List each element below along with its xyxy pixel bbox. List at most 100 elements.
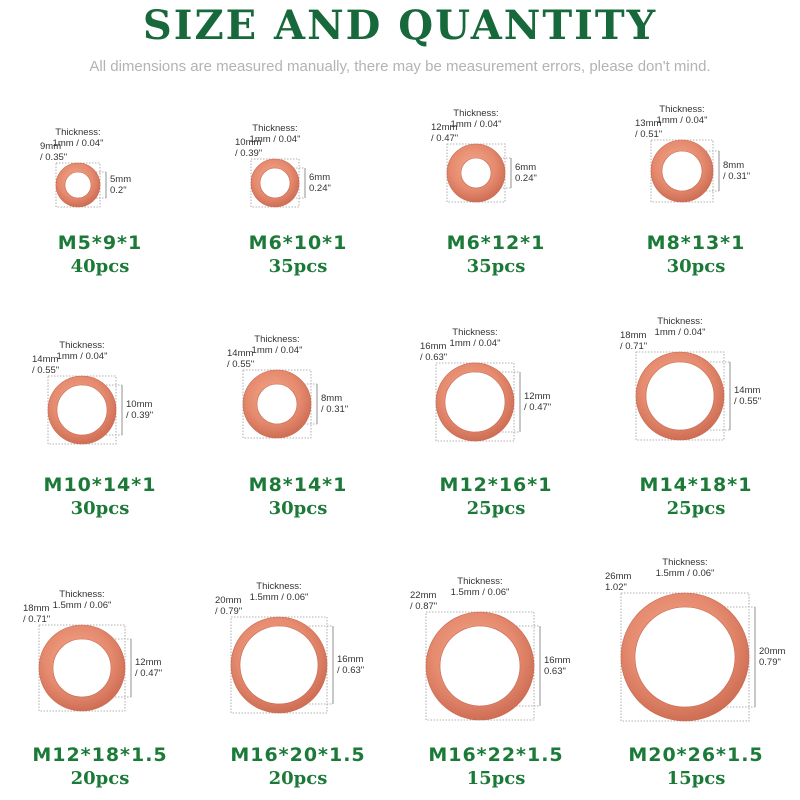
thickness-value: 1mm / 0.04" <box>249 134 301 145</box>
washer-diagram <box>620 592 756 722</box>
outer-diameter-mm: 14mm <box>32 354 59 365</box>
outer-diameter-mm: 13mm <box>635 118 662 129</box>
washer-diagram <box>250 158 306 208</box>
washer-model: M10*14*1 <box>43 474 157 496</box>
outer-diameter-inch: / 0.51" <box>635 129 663 140</box>
thickness-label: Thickness: <box>256 581 302 592</box>
thickness-value: 1mm / 0.04" <box>56 351 108 362</box>
thickness-label: Thickness: <box>59 340 105 351</box>
copper-washer-ring <box>650 139 714 203</box>
washer-model: M16*20*1.5 <box>230 744 366 766</box>
washer-card: Thickness: 1mm / 0.04" 18mm/ 0.71" 14mm/ 0.… <box>596 312 796 552</box>
washer-model: M20*26*1.5 <box>628 744 764 766</box>
inner-diameter-inch: 0.24" <box>515 173 537 184</box>
thickness-label: Thickness: <box>659 104 705 115</box>
outer-diameter-mm: 9mm <box>40 141 62 152</box>
inner-diameter-mm: 10mm <box>126 399 153 410</box>
thickness-value: 1mm / 0.04" <box>251 345 303 356</box>
copper-washer-ring <box>230 616 328 714</box>
washer-model: M16*22*1.5 <box>428 744 564 766</box>
thickness-label: Thickness: <box>457 576 503 587</box>
washer-card: Thickness: 1mm / 0.04" 16mm/ 0.63" 12mm/ 0.… <box>396 312 596 552</box>
thickness-value: 1mm / 0.04" <box>656 115 708 126</box>
thickness-value: 1mm / 0.04" <box>449 338 501 349</box>
page-subtitle: All dimensions are measured manually, th… <box>89 58 711 75</box>
washer-quantity: 20pcs <box>268 768 328 789</box>
outer-diameter-inch: / 0.55" <box>227 359 255 370</box>
washer-card: Thickness: 1.5mm / 0.06" 26mm 1.02" 20mm 0.79… <box>596 530 796 789</box>
washer-card: Thickness: 1mm / 0.04" 12mm/ 0.47" 6mm 0.24"… <box>396 90 596 330</box>
washer-quantity: 25pcs <box>666 498 726 519</box>
inner-diameter-mm: 5mm <box>110 174 132 185</box>
washer-diagram <box>446 143 512 203</box>
washer-diagram <box>38 624 132 712</box>
inner-diameter-inch: / 0.47" <box>135 668 163 679</box>
outer-diameter-inch: / 0.39" <box>235 148 263 159</box>
washer-diagram <box>230 616 334 714</box>
inner-diameter-mm: 16mm <box>337 654 364 665</box>
washer-model: M12*18*1.5 <box>32 744 168 766</box>
outer-diameter-mm: 22mm <box>410 590 437 601</box>
inner-diameter-mm: 12mm <box>524 391 551 402</box>
inner-diameter-mm: 12mm <box>135 657 162 668</box>
thickness-label: Thickness: <box>252 123 298 134</box>
outer-diameter-inch: / 0.47" <box>431 133 459 144</box>
outer-diameter-inch: / 0.79" <box>215 606 243 617</box>
copper-washer-ring <box>425 611 535 721</box>
thickness-value: 1.5mm / 0.06" <box>52 600 112 611</box>
copper-washer-ring <box>435 362 515 442</box>
washer-quantity: 15pcs <box>666 768 726 789</box>
inner-diameter-inch: 0.2" <box>110 185 127 196</box>
washer-diagram <box>650 139 720 203</box>
washer-quantity: 35pcs <box>268 256 328 277</box>
thickness-label: Thickness: <box>55 127 101 138</box>
inner-diameter-mm: 6mm <box>309 172 331 183</box>
inner-diameter-inch: / 0.31" <box>723 171 751 182</box>
washer-model: M14*18*1 <box>639 474 753 496</box>
inner-diameter-inch: 0.63" <box>544 666 566 677</box>
washer-diagram <box>435 362 521 442</box>
inner-diameter-mm: 6mm <box>515 162 537 173</box>
washer-model: M6*12*1 <box>446 232 546 254</box>
inner-diameter-mm: 16mm <box>544 655 571 666</box>
copper-washer-ring <box>47 375 117 445</box>
thickness-label: Thickness: <box>452 327 498 338</box>
copper-washer-ring <box>446 143 506 203</box>
outer-diameter-mm: 12mm <box>431 122 458 133</box>
thickness-label: Thickness: <box>662 557 708 568</box>
inner-diameter-mm: 20mm <box>759 646 786 657</box>
outer-diameter-mm: 20mm <box>215 595 242 606</box>
washer-card: Thickness: 1.5mm / 0.06" 18mm/ 0.71" 12mm / … <box>0 530 200 789</box>
inner-diameter-inch: / 0.63" <box>337 665 365 676</box>
inner-diameter-inch: / 0.55" <box>734 396 762 407</box>
inner-diameter-mm: 8mm <box>321 393 343 404</box>
washer-card: Thickness: 1.5mm / 0.06" 22mm/ 0.87" 16mm 0.… <box>396 530 596 789</box>
washer-quantity: 40pcs <box>70 256 130 277</box>
washer-quantity: 15pcs <box>466 768 526 789</box>
washer-quantity: 30pcs <box>70 498 130 519</box>
copper-washer-ring <box>242 369 312 439</box>
outer-diameter-mm: 18mm <box>620 330 647 341</box>
washer-card: Thickness: 1mm / 0.04" 10mm/ 0.39" 6mm 0.24"… <box>198 90 398 330</box>
outer-diameter-inch: / 0.71" <box>23 614 51 625</box>
copper-washer-ring <box>55 162 101 208</box>
thickness-label: Thickness: <box>59 589 105 600</box>
inner-diameter-inch: 0.24" <box>309 183 331 194</box>
washer-quantity: 30pcs <box>666 256 726 277</box>
outer-diameter-mm: 18mm <box>23 603 50 614</box>
copper-washer-ring <box>250 158 300 208</box>
page-title: SIZE AND QUANTITY <box>142 2 658 49</box>
washer-diagram <box>47 375 123 445</box>
washer-model: M8*13*1 <box>646 232 746 254</box>
inner-diameter-inch: / 0.39" <box>126 410 154 421</box>
inner-diameter-inch: 0.79" <box>759 657 781 668</box>
outer-diameter-mm: 10mm <box>235 137 262 148</box>
thickness-label: Thickness: <box>657 316 703 327</box>
washer-card: Thickness: 1.5mm / 0.06" 20mm/ 0.79" 16mm / … <box>198 530 398 789</box>
thickness-label: Thickness: <box>254 334 300 345</box>
thickness-value: 1.5mm / 0.06" <box>450 587 510 598</box>
inner-diameter-mm: 8mm <box>723 160 745 171</box>
washer-card: Thickness: 1mm / 0.04" 14mm/ 0.55" 10mm/ 0.… <box>0 312 200 552</box>
thickness-value: 1.5mm / 0.06" <box>249 592 309 603</box>
outer-diameter-inch: / 0.87" <box>410 601 438 612</box>
